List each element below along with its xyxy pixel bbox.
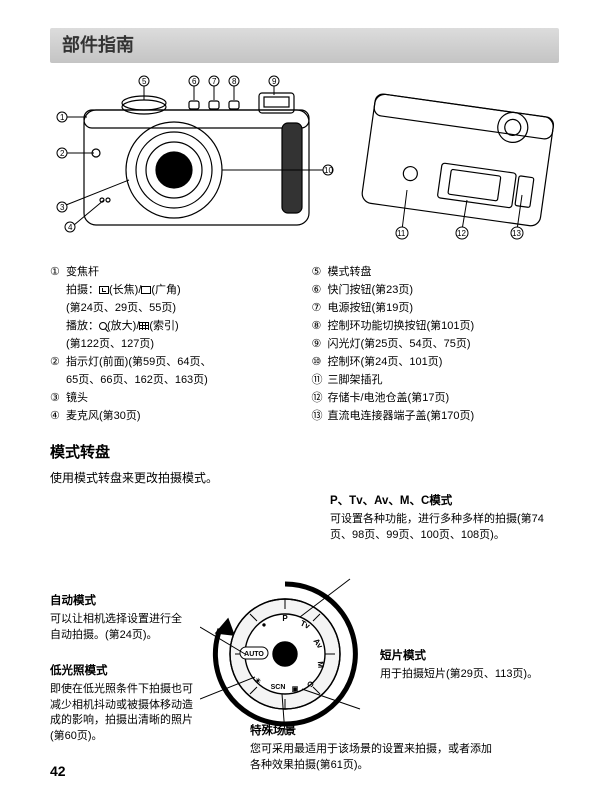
- svg-text:1: 1: [60, 113, 65, 122]
- parts-item: ④麦克风(第30页): [50, 408, 298, 425]
- parts-item: ⑨闪光灯(第25页、54页、75页): [312, 336, 560, 353]
- svg-text:3: 3: [60, 203, 65, 212]
- ann-auto-body: 可以让相机选择设置进行全自动拍摄。(第24页)。: [50, 612, 190, 644]
- camera-bottom-diagram: 11 12 13: [347, 75, 557, 250]
- svg-text:7: 7: [212, 77, 217, 86]
- ann-scn-title: 特殊场景: [250, 723, 500, 740]
- svg-text:9: 9: [272, 77, 277, 86]
- mode-section-intro: 使用模式转盘来更改拍摄模式。: [50, 469, 559, 487]
- parts-item: ⑧控制环功能切换按钮(第101页): [312, 318, 560, 335]
- svg-text:P: P: [282, 614, 288, 623]
- svg-text:AUTO: AUTO: [244, 651, 264, 658]
- parts-item: 拍摄：(长焦)/(广角): [50, 282, 298, 299]
- svg-text:5: 5: [142, 77, 147, 86]
- parts-item: ⑫存储卡/电池仓盖(第17页): [312, 390, 560, 407]
- page-number: 42: [50, 761, 66, 782]
- ann-ptv: P、Tv、Av、M、C模式 可设置各种功能，进行多种多样的拍摄(第74页、98页…: [330, 493, 550, 544]
- svg-text:6: 6: [192, 77, 197, 86]
- svg-text:▣: ▣: [292, 686, 299, 693]
- parts-item: 65页、66页、162页、163页): [50, 372, 298, 389]
- mode-section-title: 模式转盘: [50, 442, 559, 465]
- parts-left-col: ①变焦杆拍摄：(长焦)/(广角)(第24页、29页、55页)播放：(放大)/(索…: [50, 264, 298, 426]
- mode-dial-diagram: P Tv Av M C ● AUTO ☀ SCN ▣: [200, 569, 370, 739]
- svg-text:4: 4: [68, 223, 73, 232]
- svg-text:SCN: SCN: [271, 684, 286, 691]
- ann-low: 低光照模式 即使在低光照条件下拍摄也可减少相机抖动或被摄体移动造成的影响，拍摄出…: [50, 663, 200, 745]
- parts-item: ⑩控制环(第24页、101页): [312, 354, 560, 371]
- svg-text:M: M: [316, 661, 326, 669]
- svg-text:2: 2: [60, 149, 65, 158]
- parts-item: 播放：(放大)/(索引): [50, 318, 298, 335]
- ann-movie: 短片模式 用于拍摄短片(第29页、113页)。: [380, 648, 540, 683]
- ann-ptv-title: P、Tv、Av、M、C模式: [330, 493, 550, 510]
- parts-item: ⑥快门按钮(第23页): [312, 282, 560, 299]
- parts-item: ②指示灯(前面)(第59页、64页、: [50, 354, 298, 371]
- parts-item: ⑬直流电连接器端子盖(第170页): [312, 408, 560, 425]
- svg-text:13: 13: [512, 229, 521, 238]
- svg-text:10: 10: [324, 166, 333, 175]
- parts-item: ⑦电源按钮(第19页): [312, 300, 560, 317]
- parts-item: ①变焦杆: [50, 264, 298, 281]
- parts-item: (第24页、29页、55页): [50, 300, 298, 317]
- parts-item: ③镜头: [50, 390, 298, 407]
- svg-text:12: 12: [457, 229, 466, 238]
- parts-item: ⑪三脚架插孔: [312, 372, 560, 389]
- svg-text:8: 8: [232, 77, 237, 86]
- page-title: 部件指南: [50, 28, 559, 63]
- camera-illustrations: 1 2 3 4 5 6 7 8 9 10: [50, 75, 559, 250]
- ann-scn-body: 您可采用最适用于该场景的设置来拍摄，或者添加各种效果拍摄(第61页)。: [250, 742, 500, 774]
- ann-auto: 自动模式 可以让相机选择设置进行全自动拍摄。(第24页)。: [50, 593, 190, 644]
- ann-scn: 特殊场景 您可采用最适用于该场景的设置来拍摄，或者添加各种效果拍摄(第61页)。: [250, 723, 500, 774]
- parts-item: (第122页、127页): [50, 336, 298, 353]
- mode-dial-area: P Tv Av M C ● AUTO ☀ SCN ▣: [50, 493, 559, 793]
- ann-movie-title: 短片模式: [380, 648, 540, 665]
- page: 部件指南: [0, 0, 601, 802]
- ann-movie-body: 用于拍摄短片(第29页、113页)。: [380, 667, 540, 683]
- parts-list: ①变焦杆拍摄：(长焦)/(广角)(第24页、29页、55页)播放：(放大)/(索…: [50, 264, 559, 426]
- ann-ptv-body: 可设置各种功能，进行多种多样的拍摄(第74页、98页、99页、100页、108页…: [330, 512, 550, 544]
- parts-right-col: ⑤模式转盘⑥快门按钮(第23页)⑦电源按钮(第19页)⑧控制环功能切换按钮(第1…: [312, 264, 560, 426]
- svg-text:11: 11: [397, 229, 406, 238]
- ann-low-body: 即使在低光照条件下拍摄也可减少相机抖动或被摄体移动造成的影响，拍摄出清晰的照片(…: [50, 682, 200, 746]
- ann-auto-title: 自动模式: [50, 593, 190, 610]
- parts-item: ⑤模式转盘: [312, 264, 560, 281]
- camera-front-diagram: 1 2 3 4 5 6 7 8 9 10: [54, 75, 339, 250]
- ann-low-title: 低光照模式: [50, 663, 200, 680]
